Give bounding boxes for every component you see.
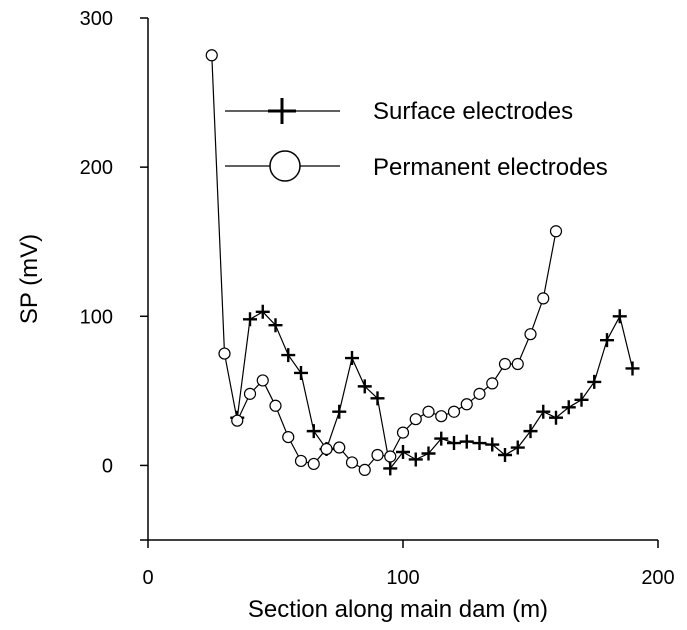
y-ticks: 0 100 200 300 — [80, 8, 148, 541]
legend-label-surface: Surface electrodes — [373, 98, 573, 125]
legend-circle-marker — [269, 150, 301, 182]
series-line — [211, 55, 557, 471]
data-point-circle — [205, 49, 218, 62]
data-point-circle — [307, 457, 320, 471]
series-surface — [230, 304, 640, 476]
legend-item-permanent: Permanent electrodes — [225, 150, 608, 182]
x-axis-title: Section along main dam (m) — [248, 596, 548, 623]
data-point-circle — [358, 463, 371, 477]
data-point-circle — [511, 357, 524, 371]
data-point-circle — [320, 442, 333, 456]
x-axis: 0 100 200 — [142, 539, 675, 589]
data-point-circle — [256, 374, 269, 387]
data-point-plus — [510, 440, 525, 455]
data-point-plus — [625, 361, 640, 376]
data-point-plus — [268, 318, 283, 333]
data-point-circle — [447, 405, 461, 418]
data-point-circle — [231, 414, 244, 427]
data-point-circle — [537, 292, 550, 305]
data-point-circle — [384, 450, 397, 463]
data-point-plus — [294, 365, 308, 380]
data-point-plus — [345, 351, 359, 366]
data-point-plus — [485, 437, 500, 452]
legend-label-permanent: Permanent electrodes — [373, 154, 608, 181]
data-point-plus — [332, 404, 347, 419]
data-point-circle — [333, 441, 346, 454]
data-point-plus — [281, 348, 296, 363]
data-point-plus — [612, 309, 627, 324]
data-point-circle — [396, 426, 410, 439]
data-point-plus — [357, 379, 372, 394]
data-point-plus — [561, 400, 576, 415]
data-point-circle — [294, 454, 308, 468]
legend-plus-marker — [268, 98, 296, 124]
data-point-circle — [422, 405, 435, 418]
data-point-plus — [498, 447, 512, 462]
data-point-plus — [549, 410, 563, 425]
data-point-plus — [306, 424, 321, 439]
y-tick-label: 200 — [80, 157, 113, 179]
data-point-plus — [255, 304, 270, 319]
x-tick-label: 0 — [142, 567, 153, 589]
data-point-circle — [218, 347, 231, 360]
data-point-circle — [473, 387, 486, 400]
data-point-plus — [447, 436, 461, 451]
y-tick-label: 0 — [102, 455, 113, 477]
series-line — [236, 311, 634, 470]
y-tick-label: 300 — [80, 8, 113, 30]
y-axis: 0 100 200 300 — [80, 8, 149, 541]
data-point-circle — [498, 357, 512, 371]
data-point-plus — [243, 312, 257, 327]
data-point-plus — [472, 436, 487, 451]
data-point-plus — [408, 452, 423, 467]
data-point-plus — [600, 333, 614, 348]
data-point-circle — [524, 328, 537, 341]
data-point-circle — [282, 430, 295, 444]
legend-item-surface: Surface electrodes — [225, 98, 573, 125]
legend: Surface electrodes Permanent electrodes — [225, 98, 608, 182]
data-point-circle — [371, 448, 384, 462]
data-point-circle — [269, 399, 282, 412]
data-point-plus — [434, 431, 449, 446]
x-tick-label: 100 — [386, 567, 419, 589]
y-tick-label: 100 — [80, 306, 113, 328]
data-point-plus — [421, 446, 436, 461]
data-point-circle — [409, 413, 422, 426]
data-point-plus — [523, 424, 538, 439]
x-tick-label: 200 — [641, 567, 674, 589]
data-point-circle — [243, 387, 257, 400]
data-point-plus — [370, 391, 385, 406]
series-layer — [205, 49, 640, 477]
data-point-circle — [460, 398, 473, 411]
series-permanent — [205, 49, 563, 477]
data-point-circle — [345, 456, 359, 469]
data-point-circle — [435, 410, 448, 423]
data-point-plus — [383, 461, 398, 476]
data-point-circle — [486, 377, 499, 390]
data-point-plus — [536, 404, 551, 419]
y-axis-title: SP (mV) — [16, 234, 43, 324]
data-point-plus — [459, 434, 474, 449]
data-point-plus — [574, 392, 589, 407]
data-point-plus — [587, 374, 602, 389]
x-ticks: 0 100 200 — [142, 540, 675, 589]
data-point-circle — [549, 225, 563, 238]
data-point-plus — [396, 445, 410, 460]
